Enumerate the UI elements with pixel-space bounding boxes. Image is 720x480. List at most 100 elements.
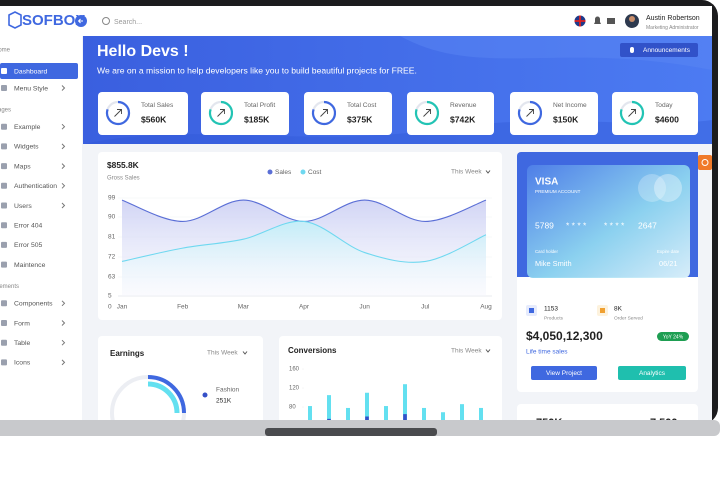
announcements-button[interactable] (620, 43, 698, 57)
bell-icon[interactable] (594, 16, 601, 25)
sidebar-item[interactable]: Users (14, 203, 32, 210)
chevron (61, 202, 66, 209)
expiry: 06/21 (659, 259, 678, 268)
period: This Week (207, 350, 238, 357)
gross-amount: $855.8K (107, 160, 139, 170)
donut-inner (147, 381, 180, 414)
settings-icon (701, 159, 709, 166)
y-tick-label: 81 (108, 234, 116, 241)
orders-icon-inner (600, 308, 605, 313)
sidebar-icon (1, 222, 7, 229)
sidebar-item[interactable]: Dashboard (14, 68, 47, 75)
announcements-label: Announcements (643, 47, 691, 54)
sidebar-item[interactable]: Error 505 (14, 242, 43, 249)
avatar-face (629, 16, 635, 22)
yoy-badge (657, 332, 689, 341)
sidebar-item[interactable]: Error 404 (14, 222, 43, 229)
logo-icon (8, 11, 22, 29)
sidebar-item[interactable]: Maps (14, 163, 31, 170)
visa-tier: PREMIUM ACCOUNT (535, 189, 581, 194)
sidebar-item[interactable]: Menu Style (14, 85, 48, 92)
x-tick-label: Jun (359, 304, 370, 311)
sidebar-item[interactable]: Table (14, 340, 30, 347)
stat-arrow (423, 109, 431, 117)
stat-ring (517, 100, 543, 126)
stat-arrow (320, 109, 328, 117)
sidebar-section: Home (0, 48, 11, 54)
stat-label: Today (655, 102, 673, 109)
sidebar-section: Pages (0, 107, 11, 113)
products-icon-inner (529, 308, 534, 313)
settings-tab[interactable] (698, 155, 712, 170)
chevron (61, 359, 66, 366)
legend-dot (267, 169, 273, 175)
sidebar-item[interactable]: Form (14, 320, 30, 327)
chevron (61, 85, 66, 91)
sidebar-item[interactable]: Widgets (14, 144, 39, 151)
sidebar-icon (1, 202, 7, 209)
y-tick-label: 90 (108, 214, 116, 221)
x-tick-label: Jan (117, 304, 128, 311)
bar (365, 416, 369, 420)
sidebar-icon (1, 123, 7, 130)
analytics-button[interactable] (618, 366, 686, 380)
chevron (61, 182, 66, 189)
stat-label: Total Sales (141, 102, 174, 109)
orders-label: Order Served (614, 315, 643, 321)
search-placeholder: Search... (114, 19, 142, 26)
series-line (121, 220, 487, 263)
chevron (485, 349, 491, 353)
card-number: * * * * (566, 220, 587, 230)
y-tick-label: 0 (108, 304, 112, 311)
search-box[interactable] (97, 12, 209, 30)
products-value: 1153 (544, 306, 558, 313)
sidebar-icon (1, 143, 7, 150)
user-role: Marketing Administrator (646, 25, 699, 31)
hinge (265, 428, 437, 436)
holder-label: Card holder (535, 249, 558, 254)
y-tick-label: 63 (108, 274, 116, 281)
stat-ring (414, 100, 440, 126)
sidebar-item[interactable]: Icons (14, 360, 31, 367)
lifetime-label: Life time sales (526, 349, 568, 356)
visa-card (527, 165, 690, 278)
y-tick-label: 5 (108, 293, 112, 300)
chevron (61, 163, 66, 169)
x-tick-label: Mar (238, 304, 250, 311)
legend-label: Fashion (216, 387, 240, 394)
sidebar-icon (1, 261, 7, 268)
bar (479, 407, 483, 420)
mail-icon[interactable] (607, 18, 615, 24)
x-tick-label: Apr (299, 304, 310, 311)
earnings-title: Earnings (110, 349, 145, 358)
sidebar-icon (1, 163, 7, 170)
sidebar-item[interactable]: Components (14, 301, 53, 308)
mic-icon (630, 47, 634, 53)
sidebar-icon (1, 339, 7, 346)
sidebar-item[interactable]: Authentication (14, 183, 57, 190)
stat-value: $375K (347, 114, 373, 124)
card-number: * * * * (604, 220, 625, 230)
sidebar-active (0, 63, 78, 79)
lifetime-total: $4,050,12,300 (526, 329, 603, 343)
donut-outer (147, 375, 186, 414)
user-name: Austin Robertson (646, 15, 700, 22)
gross-caption: Gross Sales (107, 176, 140, 182)
bar (327, 418, 331, 420)
sidebar-item[interactable]: Example (14, 124, 41, 131)
x-tick-label: Aug (480, 304, 492, 311)
y-tick-label: 160 (289, 367, 300, 373)
sidebar-icon (1, 300, 7, 307)
stat-arrow (114, 109, 122, 117)
hero-title: Hello Devs ! (97, 43, 189, 60)
bottom-card (517, 404, 698, 420)
sidebar-item[interactable]: Maintence (14, 262, 46, 269)
stat-value: $742K (450, 114, 476, 124)
yoy-text: YoY 24% (663, 334, 684, 340)
sidebar (0, 36, 82, 420)
y-tick-label: 80 (289, 405, 296, 411)
bar (403, 384, 407, 420)
view-project-button[interactable] (531, 366, 597, 380)
stat-value: $4600 (655, 114, 679, 124)
stat-value: $185K (244, 114, 270, 124)
